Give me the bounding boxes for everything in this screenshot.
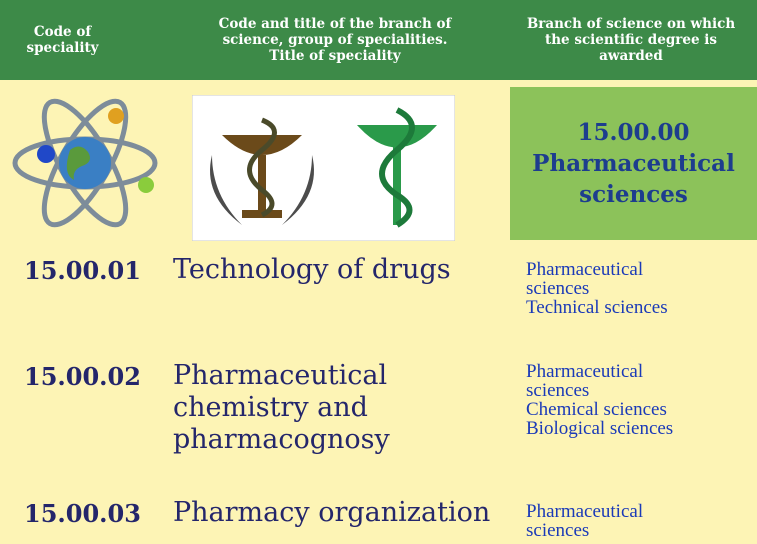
speciality-title: Pharmaceutical chemistry and pharmacogno…: [173, 360, 390, 455]
speciality-title: Technology of drugs: [173, 254, 451, 285]
pharmacy-symbols: [192, 95, 455, 241]
degree-list: Pharmaceutical sciences Chemical science…: [526, 362, 726, 438]
degree: Pharmaceutical sciences: [526, 259, 644, 299]
atom-icon: [12, 98, 158, 228]
header-bar: Code of speciality Code and title of the…: [0, 0, 757, 80]
speciality-code: 15.00.01: [24, 256, 141, 285]
degree-list: Pharmaceutical sciences Technical scienc…: [526, 260, 726, 317]
speciality-code: 15.00.02: [24, 362, 141, 391]
column-header: Code of speciality: [26, 24, 99, 56]
branch-code: 15.00.00: [577, 119, 690, 146]
degree: Chemical sciences: [526, 399, 667, 420]
speciality-title: Pharmacy organization: [173, 497, 491, 528]
degree: Pharmaceutical sciences: [526, 501, 644, 541]
degree-list: Pharmaceutical sciences: [526, 502, 726, 540]
degree: Pharmaceutical sciences: [526, 361, 644, 401]
degree: Biological sciences: [526, 418, 674, 439]
degree: Technical sciences: [526, 297, 668, 318]
branch-title: Pharmaceutical sciences: [532, 150, 735, 208]
branch-box: 15.00.00 Pharmaceutical sciences: [510, 87, 757, 240]
speciality-code: 15.00.03: [24, 499, 141, 528]
column-header: Code and title of the branch of science,…: [218, 16, 452, 64]
column-header: Branch of science on which the scientifi…: [526, 16, 736, 64]
